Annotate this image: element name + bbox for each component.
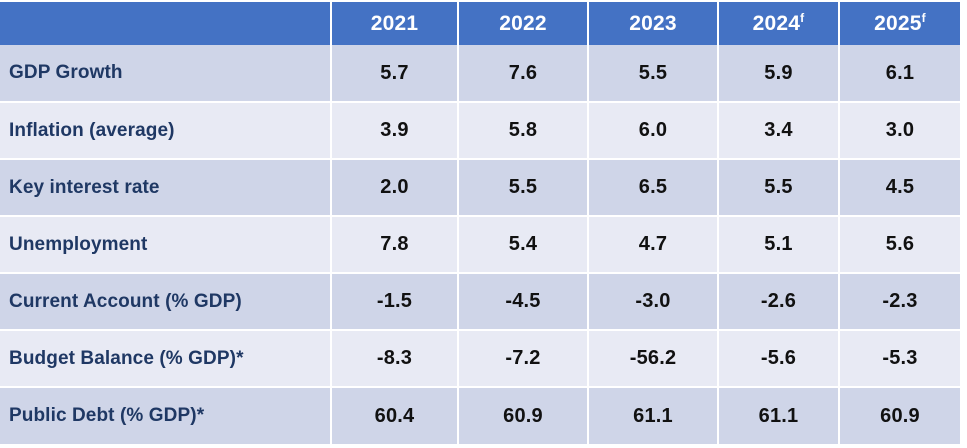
table-body: GDP Growth 5.7 7.6 5.5 5.9 6.1 Inflation… [0,45,960,444]
row-label-budget-balance: Budget Balance (% GDP)* [0,330,331,388]
cell-public-debt-2022: 60.9 [457,387,588,444]
row-label-gdp-growth: GDP Growth [0,45,331,103]
table-header: 2021 2022 2023 2024f 2025f [0,2,960,45]
table-row: GDP Growth 5.7 7.6 5.5 5.9 6.1 [0,45,960,103]
cell-gdp-growth-2023: 5.5 [587,45,718,103]
cell-public-debt-2023: 61.1 [587,387,718,444]
cell-public-debt-2025: 60.9 [838,387,960,444]
header-label-2023: 2023 [629,11,677,35]
row-label-public-debt: Public Debt (% GDP)* [0,387,331,444]
cell-unemployment-2024: 5.1 [717,216,839,274]
table-row: Public Debt (% GDP)* 60.4 60.9 61.1 61.1… [0,387,960,444]
row-label-unemployment: Unemployment [0,216,331,274]
cell-current-account-2023: -3.0 [587,273,718,331]
cell-current-account-2022: -4.5 [457,273,588,331]
cell-budget-balance-2022: -7.2 [457,330,588,388]
cell-budget-balance-2021: -8.3 [330,330,458,388]
cell-inflation-average-2025: 3.0 [838,102,960,160]
row-label-key-interest-rate: Key interest rate [0,159,331,217]
cell-unemployment-2023: 4.7 [587,216,718,274]
cell-key-interest-rate-2025: 4.5 [838,159,960,217]
cell-public-debt-2024: 61.1 [717,387,839,444]
header-label-2025: 2025 [874,11,922,35]
cell-unemployment-2022: 5.4 [457,216,588,274]
row-label-current-account: Current Account (% GDP) [0,273,331,331]
header-label-2022: 2022 [499,11,547,35]
cell-current-account-2021: -1.5 [330,273,458,331]
cell-inflation-average-2021: 3.9 [330,102,458,160]
header-label-2024: 2024 [752,11,801,35]
economic-indicators-table: 2021 2022 2023 2024f 2025f GDP Growth [0,2,960,444]
cell-current-account-2024: -2.6 [717,273,839,331]
table-row: Inflation (average) 3.9 5.8 6.0 3.4 3.0 [0,102,960,160]
row-label-inflation-average: Inflation (average) [0,102,331,160]
cell-key-interest-rate-2023: 6.5 [587,159,718,217]
cell-unemployment-2021: 7.8 [330,216,458,274]
header-superscript-2025: f [921,10,926,25]
cell-unemployment-2025: 5.6 [838,216,960,274]
cell-public-debt-2021: 60.4 [330,387,458,444]
cell-budget-balance-2024: -5.6 [717,330,839,388]
cell-inflation-average-2024: 3.4 [717,102,839,160]
cell-key-interest-rate-2024: 5.5 [717,159,839,217]
header-superscript-2024: f [800,10,805,25]
table-row: Unemployment 7.8 5.4 4.7 5.1 5.6 [0,216,960,274]
header-cell-2021: 2021 [330,2,458,45]
cell-budget-balance-2025: -5.3 [838,330,960,388]
cell-inflation-average-2022: 5.8 [457,102,588,160]
header-cell-indicator [0,2,331,45]
table-row: Key interest rate 2.0 5.5 6.5 5.5 4.5 [0,159,960,217]
cell-key-interest-rate-2021: 2.0 [330,159,458,217]
cell-inflation-average-2023: 6.0 [587,102,718,160]
cell-key-interest-rate-2022: 5.5 [457,159,588,217]
header-cell-2024: 2024f [717,2,839,45]
cell-gdp-growth-2025: 6.1 [838,45,960,103]
cell-gdp-growth-2022: 7.6 [457,45,588,103]
cell-gdp-growth-2021: 5.7 [330,45,458,103]
cell-current-account-2025: -2.3 [838,273,960,331]
cell-gdp-growth-2024: 5.9 [717,45,839,103]
header-row: 2021 2022 2023 2024f 2025f [0,2,960,45]
header-cell-2022: 2022 [457,2,588,45]
header-label-2021: 2021 [370,11,419,35]
cell-budget-balance-2023: -56.2 [587,330,718,388]
table-row: Budget Balance (% GDP)* -8.3 -7.2 -56.2 … [0,330,960,388]
table-row: Current Account (% GDP) -1.5 -4.5 -3.0 -… [0,273,960,331]
header-cell-2023: 2023 [587,2,718,45]
header-cell-2025: 2025f [838,2,960,45]
